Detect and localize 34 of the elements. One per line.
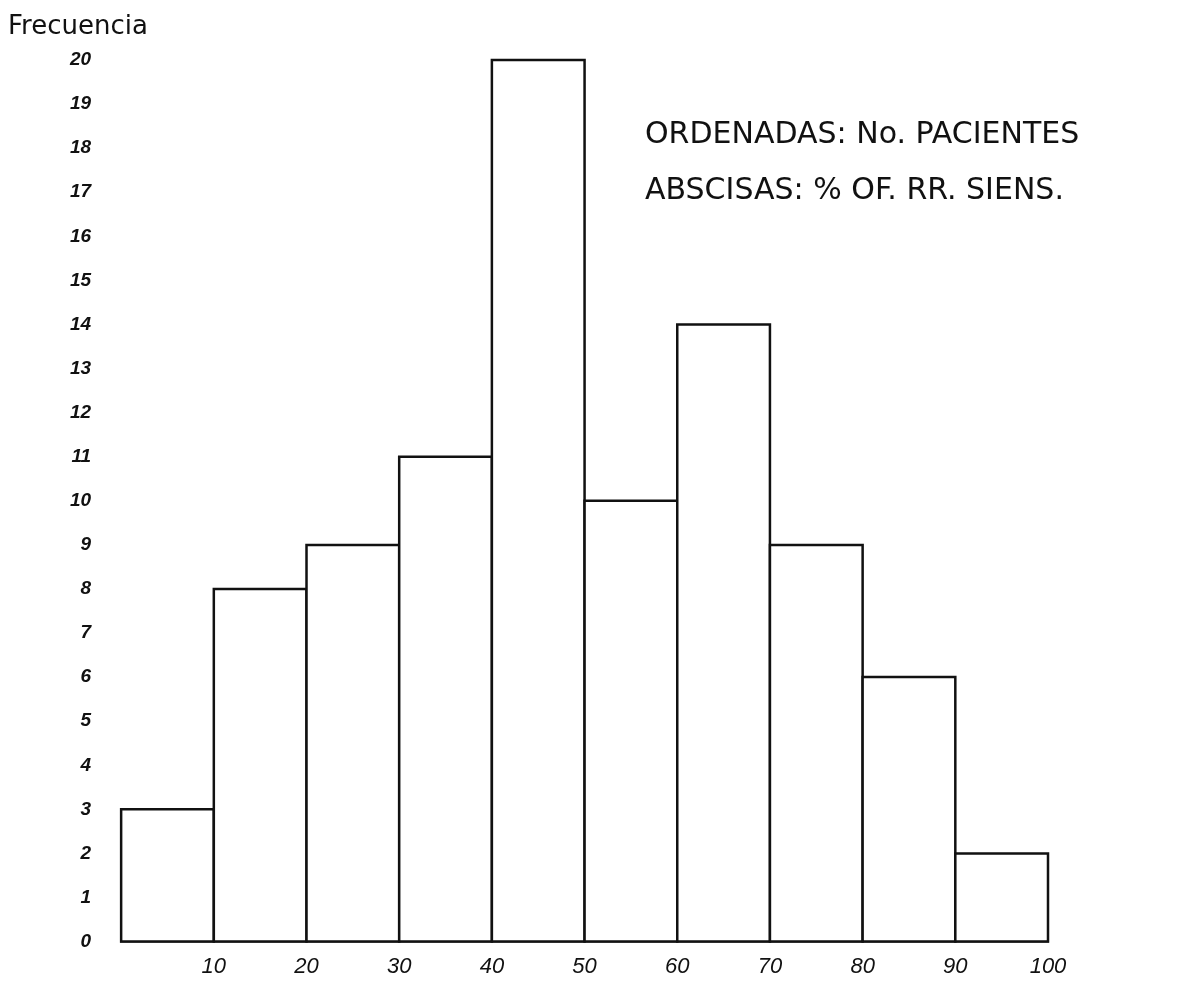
y-tick-label: 6 bbox=[80, 665, 92, 687]
y-tick-label: 13 bbox=[69, 356, 92, 378]
y-tick-label: 18 bbox=[69, 136, 92, 158]
y-tick-label: 8 bbox=[80, 577, 92, 599]
annotation: ABSCISAS: % OF. RR. SIENS. bbox=[645, 170, 1065, 208]
y-tick-label: 0 bbox=[80, 929, 92, 951]
x-tick-label: 20 bbox=[293, 952, 320, 978]
y-tick-label: 4 bbox=[79, 753, 92, 775]
y-tick-label: 1 bbox=[80, 885, 92, 907]
y-tick-label: 12 bbox=[69, 400, 92, 422]
x-tick-label: 90 bbox=[943, 952, 969, 978]
x-tick-label: 10 bbox=[201, 952, 227, 978]
x-tick-label: 40 bbox=[479, 952, 505, 978]
y-tick-label: 20 bbox=[68, 48, 92, 70]
y-axis-title: Frecuencia bbox=[8, 10, 148, 40]
y-tick-label: 14 bbox=[69, 312, 92, 334]
y-tick-label: 5 bbox=[80, 709, 92, 731]
x-tick-label: 100 bbox=[1029, 952, 1068, 978]
y-tick-label: 11 bbox=[71, 444, 92, 466]
x-tick-label: 30 bbox=[386, 952, 413, 978]
x-tick-label: 70 bbox=[757, 952, 783, 978]
x-tick-label: 60 bbox=[665, 952, 691, 978]
y-tick-label: 19 bbox=[69, 92, 92, 114]
y-tick-label: 7 bbox=[80, 621, 93, 643]
y-tick-label: 17 bbox=[69, 180, 93, 202]
y-tick-label: 9 bbox=[80, 533, 92, 555]
y-tick-label: 2 bbox=[79, 841, 92, 863]
y-tick-label: 3 bbox=[80, 797, 92, 819]
x-tick-label: 50 bbox=[572, 952, 598, 978]
y-tick-label: 16 bbox=[69, 224, 92, 246]
annotation: ORDENADAS: No. PACIENTES bbox=[645, 114, 1080, 152]
x-tick-label: 80 bbox=[850, 952, 876, 978]
y-tick-label: 15 bbox=[69, 268, 92, 290]
y-tick-label: 10 bbox=[69, 489, 92, 511]
